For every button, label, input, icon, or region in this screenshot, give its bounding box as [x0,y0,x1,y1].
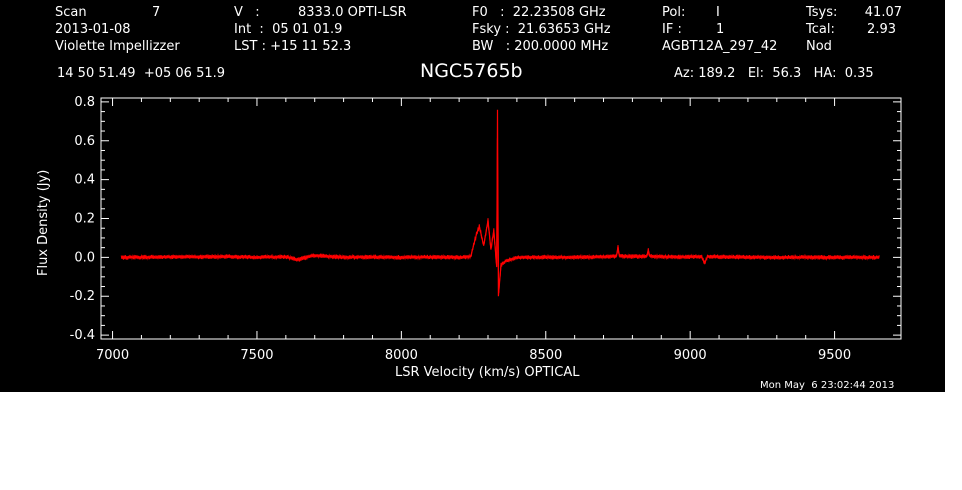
tsys-label: Tsys: [806,5,838,20]
y-tick-label: 0.2 [74,212,95,227]
velocity-value: 8333.0 OPTI-LSR [298,5,407,20]
bandwidth: BW : 200.0000 MHz [472,39,609,54]
observation-date: 2013-01-08 [55,22,131,37]
x-tick-label: 9000 [674,348,707,363]
spectrum-chart: 7000 7500 8000 8500 9000 9500 -0.4 -0.2 0.0 0.2 0.… [70,95,902,363]
fsky-frequency: Fsky : 21.63653 GHz [472,22,611,37]
x-tick-label: 7500 [240,348,273,363]
x-axis-label: LSR Velocity (km/s) OPTICAL [395,365,580,380]
pol-label: Pol: [662,5,686,20]
az-el-ha: Az: 189.2 El: 56.3 HA: 0.35 [674,66,874,81]
x-tick-label: 7000 [96,348,129,363]
if-label: IF : [662,22,682,37]
y-tick-label: 0.8 [74,95,95,110]
x-tick-label: 8500 [529,348,562,363]
tcal-label: Tcal: [806,22,835,37]
scan-label: Scan [55,5,87,20]
y-tick-label: -0.4 [70,328,95,343]
lst-value: LST : +15 11 52.3 [234,39,352,54]
axes-frame [100,97,902,340]
y-tick-label: 0.6 [74,134,95,149]
observer-name: Violette Impellizzer [55,39,180,54]
if-value: 1 [716,22,725,37]
timestamp: Mon May 6 23:02:44 2013 [760,380,895,391]
y-tick-label: 0.0 [74,250,95,265]
f0-frequency: F0 : 22.23508 GHz [472,5,606,20]
spectrum-line [121,109,880,297]
project-id: AGBT12A_297_42 [662,39,778,54]
y-tick-label: -0.2 [70,289,95,304]
chart-title: NGC5765b [420,60,523,82]
pol-value: I [716,5,720,20]
tcal-value: 2.93 [867,22,896,37]
plot-area: Scan 7 2013-01-08 Violette Impellizzer V… [0,0,945,392]
observing-mode: Nod [806,39,832,54]
source-coordinates: 14 50 51.49 +05 06 51.9 [57,66,226,81]
integration-time: Int : 05 01 01.9 [234,22,343,37]
tsys-value: 41.07 [864,5,902,20]
y-tick-label: 0.4 [74,173,95,188]
x-tick-label: 9500 [818,348,851,363]
scan-value: 7 [152,5,161,20]
x-tick-label: 8000 [385,348,418,363]
velocity-label: V : [234,5,260,20]
